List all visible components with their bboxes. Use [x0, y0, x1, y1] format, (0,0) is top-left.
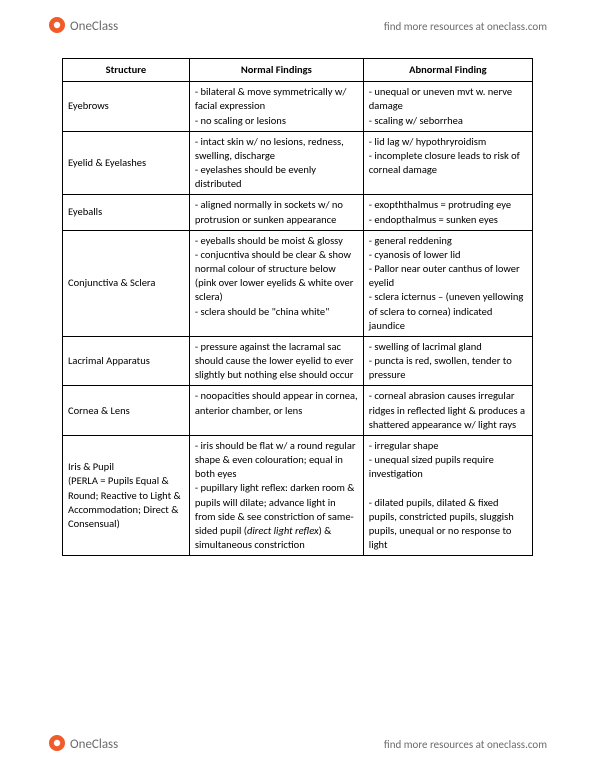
table-row: Lacrimal Apparatus- pressure against the…	[63, 336, 533, 386]
table-row: Eyelid & Eyelashes- intact skin w/ no le…	[63, 131, 533, 195]
abnormal-cell: - corneal abrasion causes irregular ridg…	[363, 386, 532, 436]
abnormal-cell: - lid lag w/ hypothryroidism- incomplete…	[363, 131, 532, 195]
table-row: Eyeballs- aligned normally in sockets w/…	[63, 195, 533, 230]
structure-cell: Eyeballs	[63, 195, 190, 230]
abnormal-cell: - general reddening- cyanosis of lower l…	[363, 230, 532, 336]
table-header-row: Structure Normal Findings Abnormal Findi…	[63, 59, 533, 82]
abnormal-cell: - irregular shape- unequal sized pupils …	[363, 435, 532, 555]
normal-cell: - aligned normally in sockets w/ no prot…	[189, 195, 363, 230]
structure-cell: Eyebrows	[63, 82, 190, 132]
table-row: Eyebrows- bilateral & move symmetrically…	[63, 82, 533, 132]
col-abnormal: Abnormal Finding	[363, 59, 532, 82]
normal-cell: - eyeballs should be moist & glossy- con…	[189, 230, 363, 336]
logo-icon	[48, 734, 66, 755]
header-tagline[interactable]: find more resources at oneclass.com	[384, 20, 547, 33]
structure-cell: Eyelid & Eyelashes	[63, 131, 190, 195]
brand-logo: OneClass	[48, 16, 118, 37]
table-row: Cornea & Lens- noopacities should appear…	[63, 386, 533, 436]
table-row: Conjunctiva & Sclera- eyeballs should be…	[63, 230, 533, 336]
brand-name: OneClass	[70, 737, 118, 752]
abnormal-cell: - exopththalmus = protruding eye- endopt…	[363, 195, 532, 230]
normal-cell: - noopacities should appear in cornea, a…	[189, 386, 363, 436]
col-structure: Structure	[63, 59, 190, 82]
brand-name: OneClass	[70, 19, 118, 34]
col-normal: Normal Findings	[189, 59, 363, 82]
logo-icon	[48, 16, 66, 37]
normal-cell: - iris should be flat w/ a round regular…	[189, 435, 363, 555]
main-content: Structure Normal Findings Abnormal Findi…	[62, 58, 533, 556]
page-header: OneClass find more resources at oneclass…	[0, 8, 595, 44]
abnormal-cell: - swelling of lacrimal gland- puncta is …	[363, 336, 532, 386]
normal-cell: - intact skin w/ no lesions, redness, sw…	[189, 131, 363, 195]
abnormal-cell: - unequal or uneven mvt w. nerve damage-…	[363, 82, 532, 132]
normal-cell: - bilateral & move symmetrically w/ faci…	[189, 82, 363, 132]
structure-cell: Lacrimal Apparatus	[63, 336, 190, 386]
structure-cell: Conjunctiva & Sclera	[63, 230, 190, 336]
structure-cell: Iris & Pupil(PERLA = Pupils Equal & Roun…	[63, 435, 190, 555]
footer-tagline[interactable]: find more resources at oneclass.com	[384, 738, 547, 751]
page-footer: OneClass find more resources at oneclass…	[0, 726, 595, 762]
normal-cell: - pressure against the lacramal sac shou…	[189, 336, 363, 386]
brand-logo-footer: OneClass	[48, 734, 118, 755]
table-row: Iris & Pupil(PERLA = Pupils Equal & Roun…	[63, 435, 533, 555]
structure-cell: Cornea & Lens	[63, 386, 190, 436]
findings-table: Structure Normal Findings Abnormal Findi…	[62, 58, 533, 556]
